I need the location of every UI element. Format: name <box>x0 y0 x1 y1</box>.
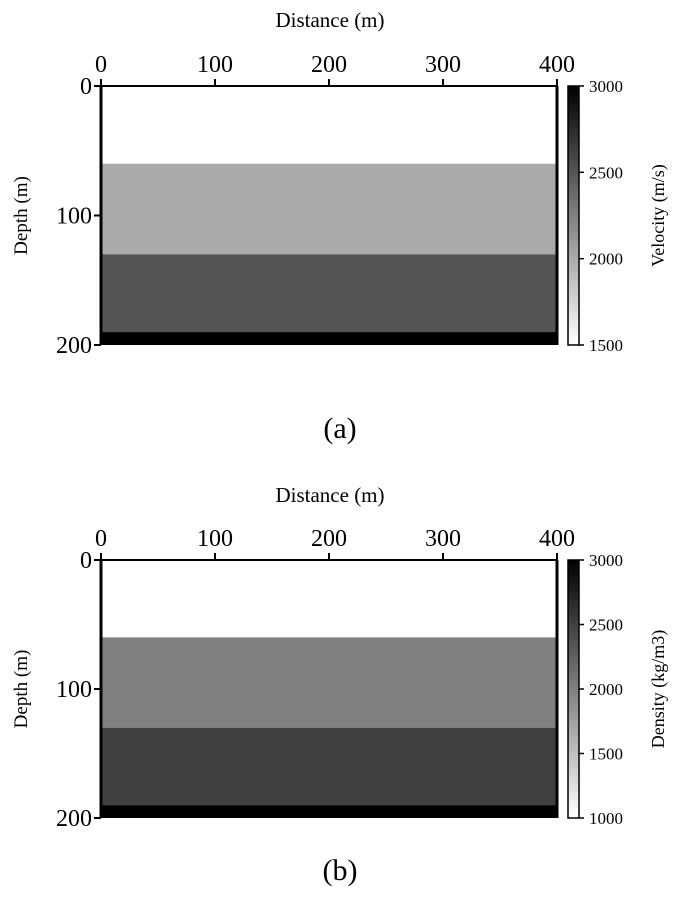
layer-2 <box>101 254 557 333</box>
colorbar-tick-label: 2500 <box>589 616 623 635</box>
colorbar-tick-label: 3000 <box>589 551 623 570</box>
colorbar-tick-label: 2000 <box>589 680 623 699</box>
panel-caption: (b) <box>323 854 358 887</box>
y-tick-label: 200 <box>56 333 92 359</box>
x-tick-label: 100 <box>197 52 233 78</box>
x-tick-label: 0 <box>95 526 107 552</box>
colorbar-tick-label: 3000 <box>589 77 623 96</box>
x-tick-label: 200 <box>311 52 347 78</box>
x-tick-label: 200 <box>311 526 347 552</box>
x-axis-title: Distance (m) <box>275 483 384 507</box>
colorbar-tick-label: 1500 <box>589 336 623 355</box>
x-tick-label: 100 <box>197 526 233 552</box>
layer-1 <box>101 163 557 255</box>
x-tick-label: 400 <box>539 526 575 552</box>
colorbar-title: Velocity (m/s) <box>648 164 669 266</box>
colorbar-tick-label: 1500 <box>589 745 623 764</box>
colorbar-title: Density (kg/m3) <box>648 630 669 749</box>
x-tick-label: 300 <box>425 52 461 78</box>
x-tick-label: 300 <box>425 526 461 552</box>
y-tick-label: 200 <box>56 806 92 832</box>
colorbar-tick-label: 2500 <box>589 163 623 182</box>
layer-3 <box>101 805 557 818</box>
y-tick-label: 100 <box>56 677 92 703</box>
x-tick-label: 0 <box>95 52 107 78</box>
layer-0 <box>101 86 557 164</box>
panel-a: 0 100 200 300 400 Distance (m) 0 100 200 Depth (m… <box>11 8 669 445</box>
layer-1 <box>101 637 557 728</box>
panel-caption: (a) <box>323 412 356 445</box>
y-tick-label: 100 <box>56 204 92 230</box>
y-axis-title: Depth (m) <box>11 176 32 255</box>
colorbar <box>567 85 580 346</box>
layer-3 <box>101 332 557 345</box>
y-tick-label: 0 <box>80 548 92 574</box>
x-tick-label: 400 <box>539 52 575 78</box>
layer-2 <box>101 727 557 806</box>
x-axis-title: Distance (m) <box>275 8 384 32</box>
panel-b: 0 100 200 300 400 Distance (m) 0 100 200 Depth (m… <box>11 483 669 887</box>
layer-0 <box>101 560 557 638</box>
colorbar-tick-label: 1000 <box>589 809 623 828</box>
colorbar-tick-label: 2000 <box>589 250 623 269</box>
y-axis-title: Depth (m) <box>11 650 32 729</box>
colorbar <box>567 559 580 819</box>
y-tick-label: 0 <box>80 74 92 100</box>
